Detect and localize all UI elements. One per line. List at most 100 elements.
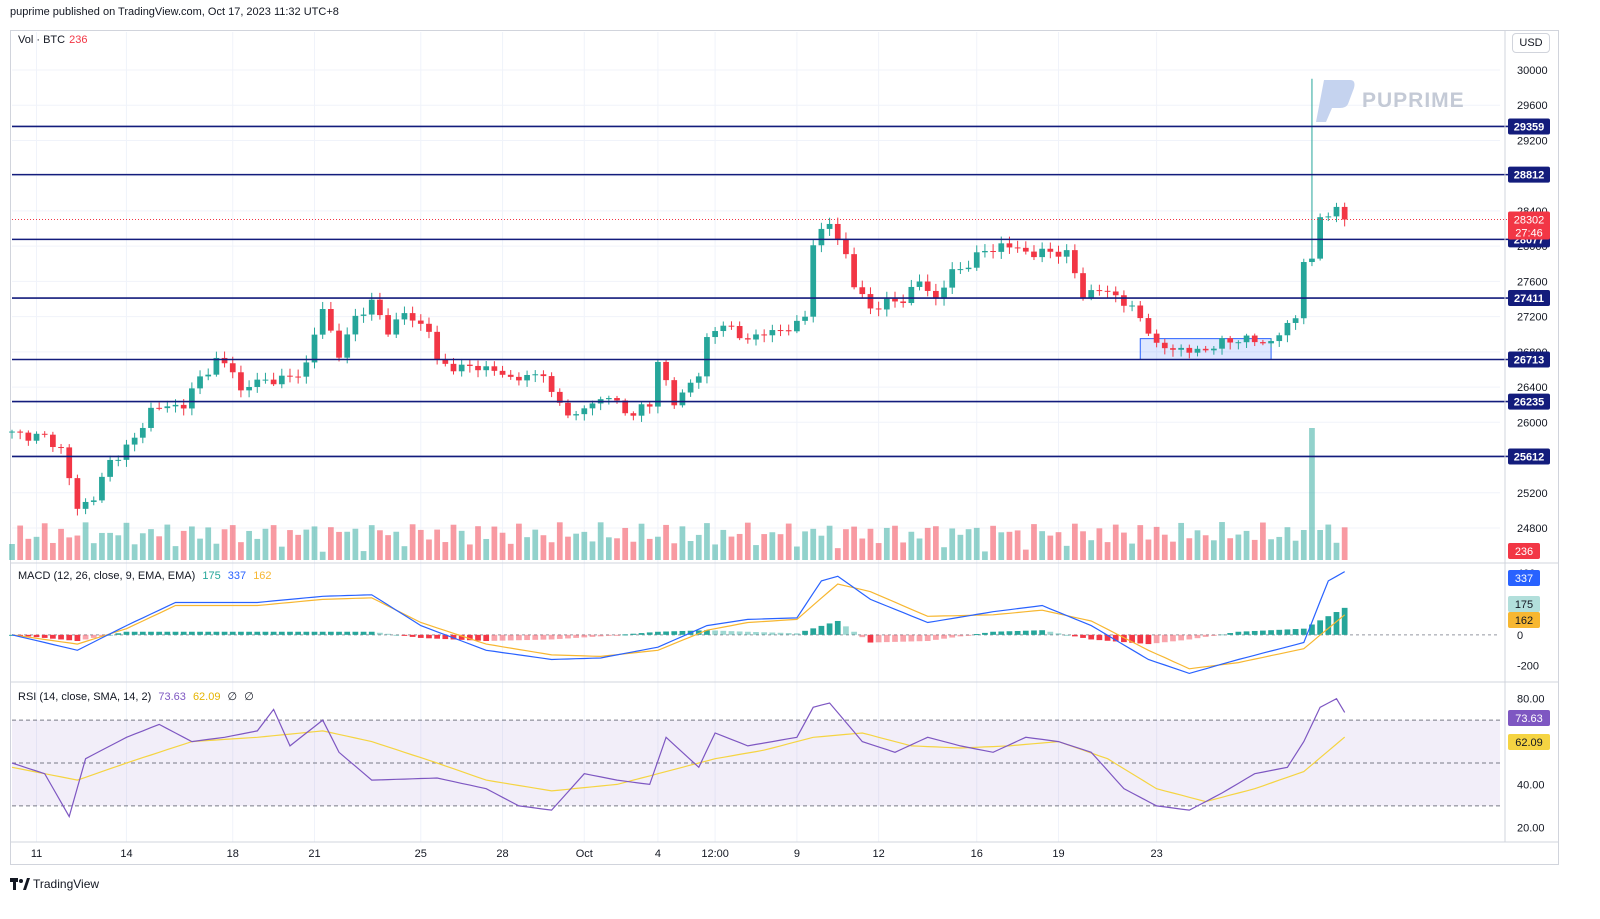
macd-histogram-bar [475, 634, 481, 641]
candle [458, 364, 465, 372]
candle [1170, 348, 1176, 350]
macd-histogram-bar [516, 634, 522, 641]
macd-histogram-bar [777, 632, 784, 635]
macd-histogram-bar [744, 631, 751, 635]
candle [1047, 248, 1054, 252]
macd-histogram-bar [1309, 624, 1315, 635]
macd-histogram-bar [368, 631, 375, 635]
macd-histogram-bar [450, 634, 457, 640]
tradingview-brand[interactable]: TradingView [10, 877, 99, 891]
candle [491, 366, 498, 371]
price-tick-label: 26000 [1517, 417, 1548, 429]
macd-histogram-bar [630, 633, 637, 635]
candle [826, 223, 833, 229]
volume-bar [777, 534, 784, 560]
macd-histogram-bar [360, 631, 367, 635]
price-tick-label: 24800 [1517, 523, 1548, 535]
macd-value-badge-label: 337 [1515, 573, 1533, 585]
volume-bar [990, 525, 996, 560]
candle [785, 330, 792, 332]
rsi-value: 73.63 [158, 691, 186, 703]
macd-histogram-bar [1260, 630, 1266, 635]
candle [99, 476, 105, 501]
macd-histogram-bar [1284, 629, 1291, 635]
published-header: puprime published on TradingView.com, Oc… [10, 6, 339, 18]
volume-bar [1161, 534, 1168, 560]
macd-histogram-bar [25, 634, 32, 637]
volume-bar [655, 536, 661, 560]
candle [810, 245, 817, 317]
candle [573, 414, 579, 416]
macd-histogram-bar [377, 632, 383, 635]
level-badge [1508, 448, 1550, 465]
macd-histogram-bar [1227, 633, 1234, 635]
macd-histogram-bar [1088, 634, 1095, 640]
volume-bar [982, 551, 988, 560]
candle [172, 404, 179, 407]
volume-bar [949, 528, 956, 560]
rsi-tick-label: 40.00 [1517, 779, 1545, 791]
candle [393, 319, 400, 335]
candle [1210, 348, 1217, 351]
volume-bar [434, 529, 441, 560]
macd-line-value: 337 [227, 570, 247, 582]
candle [892, 298, 898, 302]
x-tick-label: 4 [655, 848, 661, 860]
rsi-extra2: ∅ [244, 691, 254, 703]
volume-bar [785, 523, 792, 560]
volume-bar [1243, 530, 1250, 560]
level-label: 26713 [1514, 355, 1545, 367]
rsi-line [11, 697, 1346, 819]
volume-bar [1112, 524, 1119, 560]
level-badge [1508, 393, 1550, 410]
macd-histogram-bar [238, 631, 244, 635]
macd-histogram-bar [941, 634, 947, 639]
macd-histogram-bar [965, 634, 972, 636]
candle [1202, 348, 1209, 351]
macd-histogram-bar [82, 634, 89, 640]
candle [426, 323, 432, 332]
macd-histogram-bar [393, 634, 400, 636]
macd-histogram-bar [622, 634, 629, 636]
volume-bar [262, 528, 269, 560]
currency-button[interactable]: USD [1512, 33, 1550, 53]
volume-bar [597, 522, 604, 560]
macd-histogram-bar [1031, 630, 1037, 635]
macd-histogram-bar [352, 631, 359, 635]
volume-bar [834, 548, 841, 560]
volume-bar [360, 551, 367, 560]
macd-hist-value: 175 [202, 570, 221, 582]
candle [883, 298, 890, 310]
macd-histogram-bar [1268, 630, 1274, 635]
candle [368, 299, 375, 315]
candle [1063, 250, 1070, 257]
macd-histogram-bar [426, 634, 432, 639]
candle [139, 427, 146, 438]
candle [834, 223, 841, 239]
volume-bar [736, 533, 743, 560]
volume-bar [352, 528, 359, 560]
volume-bar [1219, 522, 1225, 560]
candle [663, 361, 669, 381]
volume-bar [548, 542, 555, 560]
volume-bar [1071, 523, 1078, 560]
volume-bar [393, 531, 400, 560]
macd-histogram-bar [892, 634, 898, 642]
candle [442, 359, 449, 364]
volume-bar [605, 537, 612, 560]
volume-bar [679, 526, 686, 560]
candle [66, 447, 73, 479]
macd-histogram-bar [327, 631, 334, 635]
x-tick-label: 14 [120, 848, 132, 860]
candle [1276, 335, 1283, 342]
macd-histogram-bar [229, 631, 236, 635]
candle [687, 382, 694, 393]
candle [344, 334, 351, 358]
macd-histogram-bar [1063, 634, 1070, 636]
volume-bar [221, 529, 228, 560]
macd-histogram-bar [834, 620, 841, 635]
candle [1112, 291, 1119, 296]
candle [1309, 258, 1315, 263]
macd-histogram-bar [663, 631, 669, 635]
